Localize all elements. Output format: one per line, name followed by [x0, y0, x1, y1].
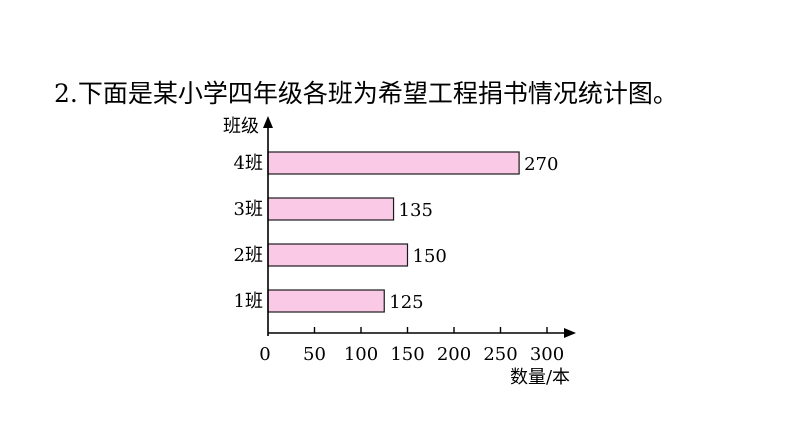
- x-tick-label: 150: [390, 344, 424, 365]
- data-label: 270: [524, 154, 558, 175]
- x-tick-label: 100: [344, 344, 378, 365]
- question-text: 2.下面是某小学四年级各班为希望工程捐书情况统计图。: [54, 78, 678, 110]
- bar-4: [267, 151, 520, 175]
- question-number: 2.: [54, 79, 78, 108]
- category-label: 2班: [234, 245, 263, 266]
- x-tick-label: 50: [303, 344, 326, 365]
- bars-group: [267, 151, 520, 313]
- category-label: 1班: [234, 291, 263, 312]
- bar-3: [267, 197, 395, 221]
- data-label: 150: [413, 246, 447, 267]
- category-label: 3班: [234, 199, 263, 220]
- x-axis-label: 数量/本: [510, 367, 570, 388]
- bar-1: [267, 289, 385, 313]
- category-label: 4班: [234, 153, 263, 174]
- bar-2: [267, 243, 409, 267]
- x-tick-label: 200: [437, 344, 471, 365]
- x-tick-label: 300: [530, 344, 564, 365]
- y-axis-label: 班级: [223, 116, 259, 137]
- category-labels-group: 1班 2班 3班 4班: [234, 153, 263, 312]
- question-body: 下面是某小学四年级各班为希望工程捐书情况统计图。: [77, 79, 678, 108]
- x-tick-label: 0: [259, 344, 270, 365]
- x-ticks-group: 0 50 100 150 200 250 300: [259, 327, 564, 365]
- data-label: 125: [389, 292, 423, 313]
- x-tick-label: 250: [483, 344, 517, 365]
- data-labels-group: 125 150 135 270: [389, 154, 558, 313]
- data-label: 135: [399, 200, 433, 221]
